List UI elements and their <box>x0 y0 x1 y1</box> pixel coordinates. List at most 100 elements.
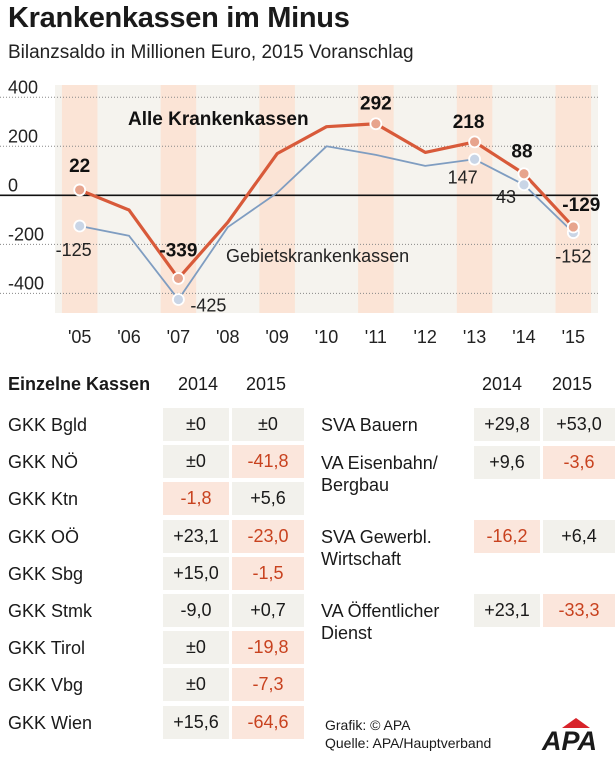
data-point-gebiet <box>172 293 185 306</box>
row-label: GKK OÖ <box>8 526 80 547</box>
value-2015: -64,6 <box>232 705 304 739</box>
value-2014: +29,8 <box>474 408 540 441</box>
data-point-gebiet <box>73 219 87 233</box>
footer-grafik: Grafik: © APA <box>325 717 411 733</box>
value-2014: -16,2 <box>474 520 540 553</box>
data-point-alle <box>517 167 531 181</box>
y-tick-label: 200 <box>8 126 38 146</box>
value-2014: +9,6 <box>474 446 540 479</box>
value-2014: +15,6 <box>163 705 229 739</box>
value-2015: +0,7 <box>232 594 304 627</box>
row-label: GKK Tirol <box>8 638 86 659</box>
value-2015: +6,4 <box>543 520 615 553</box>
x-tick-label: '08 <box>216 327 239 347</box>
row-label: SVA Bauern <box>321 415 418 435</box>
data-point-alle <box>172 272 185 285</box>
table-row: GKK Ktn -1,8 +5,6 <box>8 482 308 516</box>
data-label-alle: 292 <box>360 94 392 115</box>
y-tick-label: 0 <box>8 175 18 195</box>
value-2014: +23,1 <box>474 594 540 627</box>
data-point-gebiet <box>517 178 531 192</box>
table-row: SVA Gewerbl. Wirtschaft -16,2 +6,4 <box>321 520 616 569</box>
line-chart: 400 200 0 -200 -400 '05 '06 '07 '08 '09 '10 '11 '12 '… <box>0 80 600 347</box>
row-label: GKK Wien <box>8 712 93 733</box>
x-tick-label: '12 <box>413 327 436 347</box>
data-label-gebiet: -152 <box>555 247 591 267</box>
row-label: GKK Vbg <box>8 675 84 696</box>
data-point-alle <box>566 220 580 234</box>
x-tick-label: '10 <box>315 327 338 347</box>
x-tick-label: '15 <box>562 327 585 347</box>
y-tick-label: 400 <box>8 80 38 97</box>
left-header-2014: 2014 <box>178 374 219 394</box>
series-line-alle <box>79 122 575 281</box>
value-2014: +15,0 <box>163 556 229 590</box>
table-row: GKK NÖ ±0 -41,8 <box>8 445 308 479</box>
data-point-gebiet <box>468 152 481 166</box>
right-header-2014: 2014 <box>482 374 523 394</box>
x-tick-label: '11 <box>365 327 387 347</box>
data-label-alle: -339 <box>159 240 197 261</box>
apa-roof-icon <box>562 718 590 728</box>
value-2015: +5,6 <box>232 482 304 516</box>
table-row: VA Eisenbahn/ Bergbau +9,6 -3,6 <box>321 446 616 495</box>
row-label: GKK Stmk <box>8 601 93 621</box>
value-2015: -7,3 <box>232 668 304 702</box>
table-title: Einzelne Kassen <box>8 374 151 394</box>
table-row: GKK Tirol ±0 -19,8 <box>8 631 308 665</box>
legend-gebiet-label: Gebietskrankenkassen <box>226 246 409 266</box>
table-row: GKK OÖ +23,1 -23,0 <box>8 519 308 553</box>
value-2015: -3,6 <box>543 446 615 479</box>
data-point-alle <box>468 135 481 149</box>
table-row: GKK Bgld ±0 ±0 <box>8 408 308 441</box>
year-highlight-band <box>555 85 592 313</box>
row-label: VA Eisenbahn/ Bergbau <box>321 453 438 495</box>
data-label-gebiet: 147 <box>448 167 478 187</box>
value-2014: -1,8 <box>163 482 229 516</box>
value-2015: +53,0 <box>543 408 615 441</box>
row-label: SVA Gewerbl. Wirtschaft <box>321 527 432 569</box>
row-label: VA Öffentlicher Dienst <box>321 601 440 643</box>
year-highlight-band <box>61 85 98 313</box>
table-row: VA Öffentlicher Dienst +23,1 -33,3 <box>321 594 616 643</box>
value-2014: ±0 <box>163 631 229 665</box>
value-2015: -1,5 <box>232 556 304 590</box>
x-tick-label: '09 <box>265 327 288 347</box>
data-label-alle: 88 <box>511 142 532 163</box>
apa-logo-text: APA <box>541 726 597 752</box>
y-tick-label: -200 <box>8 224 44 244</box>
year-highlight-band <box>456 85 493 313</box>
row-label: GKK Ktn <box>8 489 79 510</box>
value-2015: -23,0 <box>232 519 304 553</box>
x-tick-label: '13 <box>463 327 486 347</box>
chart-subtitle: Bilanzsaldo in Millionen Euro, 2015 Vora… <box>8 42 414 63</box>
data-point-alle <box>73 183 87 197</box>
y-tick-label: -400 <box>8 273 44 293</box>
value-2014: ±0 <box>163 445 229 479</box>
data-label-alle: 22 <box>69 156 90 177</box>
row-label: GKK NÖ <box>8 452 79 473</box>
footer-quelle: Quelle: APA/Hauptverband <box>325 735 492 751</box>
legend-alle-label: Alle Krankenkassen <box>128 109 309 130</box>
x-tick-label: '05 <box>68 327 91 347</box>
series-line-gebiet <box>79 145 574 301</box>
value-2014: ±0 <box>163 408 229 441</box>
data-label-alle: -129 <box>562 195 600 216</box>
x-tick-label: '07 <box>167 327 190 347</box>
x-tick-label: '06 <box>117 327 140 347</box>
x-tick-label: '14 <box>512 327 535 347</box>
value-2015: -41,8 <box>232 445 304 479</box>
value-2014: +23,1 <box>163 519 229 553</box>
data-point-alle <box>369 117 383 131</box>
value-2015: -33,3 <box>543 594 615 627</box>
value-2015: ±0 <box>232 408 304 441</box>
row-label: GKK Sbg <box>8 563 84 584</box>
value-2015: -19,8 <box>232 631 304 665</box>
plot-background <box>55 85 598 313</box>
data-label-gebiet: 43 <box>496 187 516 207</box>
data-label-gebiet: -125 <box>56 240 92 260</box>
chart-title: Krankenkassen im Minus <box>8 2 350 34</box>
right-header-2015: 2015 <box>552 374 593 394</box>
footer-credits: Grafik: © APA Quelle: APA/Hauptverband <box>325 716 491 752</box>
apa-logo: APA <box>541 718 597 752</box>
